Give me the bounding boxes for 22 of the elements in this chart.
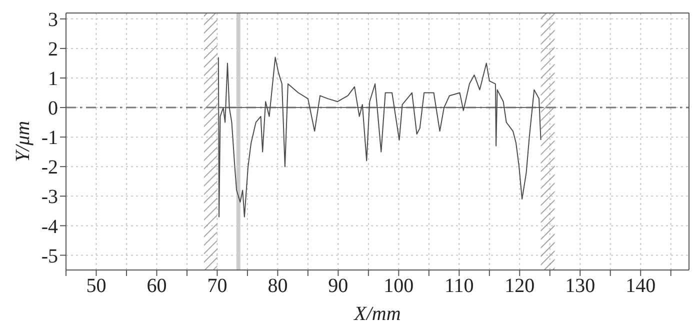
y-tick-label: -1 <box>41 127 58 150</box>
x-tick-label: 50 <box>86 275 106 298</box>
y-tick-label: 3 <box>48 9 58 32</box>
y-tick-label: -3 <box>41 186 58 208</box>
x-tick-label: 60 <box>146 275 167 298</box>
x-tick-label: 130 <box>565 275 596 298</box>
x-tick-label: 70 <box>207 275 228 298</box>
y-tick-label: 0 <box>48 98 58 120</box>
x-tick-label: 110 <box>444 275 474 298</box>
y-tick-label: -5 <box>41 245 58 268</box>
y-tick-label: -4 <box>41 216 58 238</box>
x-axis-title: X/mm <box>353 303 401 325</box>
y-tick-label: -2 <box>41 156 58 179</box>
y-axis-title: Y/μm <box>12 120 34 162</box>
x-tick-label: 90 <box>328 275 348 298</box>
y-tick-label: 2 <box>48 38 58 61</box>
x-tick-label: 140 <box>626 275 656 298</box>
x-tick-label: 80 <box>268 275 288 298</box>
y-tick-label: 1 <box>48 68 58 90</box>
line-series <box>218 56 542 218</box>
x-tick-label: 120 <box>504 275 535 298</box>
x-tick-label: 100 <box>384 275 414 298</box>
